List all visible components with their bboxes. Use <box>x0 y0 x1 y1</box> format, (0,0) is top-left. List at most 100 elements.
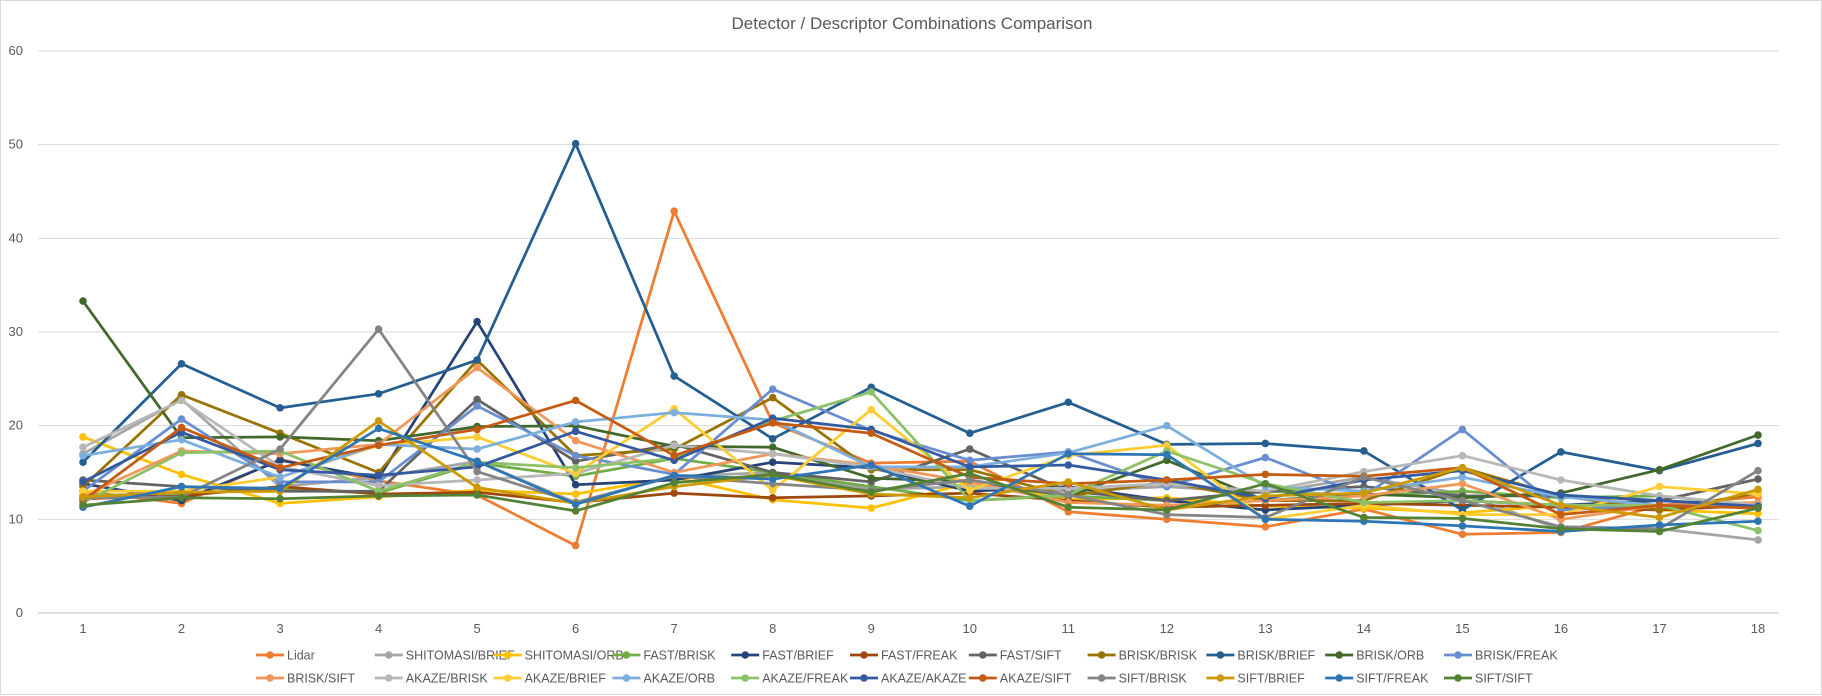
data-point <box>79 501 87 510</box>
data-point <box>768 458 777 466</box>
y-tick-label: 60 <box>9 43 23 58</box>
data-point <box>571 490 580 498</box>
data-point <box>1064 503 1073 511</box>
x-tick-label: 3 <box>276 621 283 636</box>
legend-label: BRISK/SIFT <box>287 672 355 686</box>
legend-item: FAST/FREAK <box>850 649 958 663</box>
data-point <box>768 385 777 393</box>
legend-item: FAST/BRIEF <box>731 649 834 663</box>
data-point <box>670 408 678 417</box>
series-group <box>79 396 1762 519</box>
data-point <box>177 435 186 444</box>
data-point <box>1458 522 1467 530</box>
legend-label: SIFT/SIFT <box>1475 672 1533 686</box>
data-point <box>276 473 284 481</box>
data-point <box>1458 514 1467 523</box>
data-point <box>867 461 876 469</box>
data-point <box>768 393 777 402</box>
x-tick-label: 10 <box>963 621 977 636</box>
legend-label: AKAZE/SIFT <box>1000 672 1072 686</box>
data-point <box>1655 465 1664 474</box>
data-point <box>1557 524 1565 533</box>
data-point <box>571 139 580 148</box>
data-point <box>965 486 974 495</box>
data-point <box>1064 449 1073 458</box>
legend-label: AKAZE/BRISK <box>406 672 489 686</box>
data-point <box>1754 466 1762 475</box>
data-point <box>1754 475 1762 483</box>
data-point <box>473 356 481 364</box>
data-point <box>670 441 678 450</box>
data-point <box>79 493 87 501</box>
data-point <box>473 363 481 372</box>
data-point <box>374 492 383 500</box>
data-point <box>1064 461 1073 469</box>
data-point <box>571 436 580 445</box>
data-point <box>79 487 87 496</box>
legend-swatch-marker <box>385 651 393 659</box>
legend-swatch-marker <box>503 674 512 682</box>
data-point <box>473 425 481 434</box>
legend-item: SHITOMASI/ORB <box>493 649 624 663</box>
legend-item: BRISK/BRISK <box>1087 649 1198 663</box>
data-point <box>670 207 678 215</box>
legend-item: BRISK/ORB <box>1325 649 1424 663</box>
legend-label: SIFT/BRIEF <box>1237 672 1305 686</box>
data-point <box>1754 536 1762 544</box>
data-point <box>177 390 186 399</box>
data-point <box>768 449 777 458</box>
x-tick-label: 1 <box>79 621 86 636</box>
data-point <box>276 464 284 472</box>
data-point <box>1163 421 1171 430</box>
data-point <box>276 484 284 493</box>
data-point <box>1163 506 1171 514</box>
data-point <box>374 417 383 425</box>
data-point <box>1754 509 1762 518</box>
legend-swatch-marker <box>622 651 631 659</box>
data-point <box>276 494 284 503</box>
legend-label: FAST/BRIEF <box>762 649 834 663</box>
legend-item: FAST/SIFT <box>968 649 1062 663</box>
data-point <box>1655 521 1664 529</box>
data-point <box>1458 425 1467 434</box>
data-point <box>374 441 383 450</box>
legend-item: AKAZE/SIFT <box>968 672 1072 686</box>
x-tick-label: 17 <box>1652 621 1666 636</box>
legend-swatch-marker <box>385 674 393 682</box>
series-line <box>81 399 1760 507</box>
legend-swatch-marker <box>266 674 274 682</box>
data-point <box>1655 501 1664 510</box>
data-point <box>1064 491 1073 499</box>
data-point <box>1064 478 1073 486</box>
data-point <box>867 429 876 437</box>
legend-swatch-marker <box>979 651 987 659</box>
x-tick-label: 2 <box>178 621 185 636</box>
data-point <box>571 451 580 460</box>
y-axis-ticks: 0 10 20 30 40 50 60 <box>9 43 23 620</box>
data-point <box>473 491 481 499</box>
data-point <box>1261 523 1270 531</box>
legend-item: Lidar <box>256 649 315 663</box>
data-point <box>670 489 678 497</box>
data-point <box>1458 479 1467 488</box>
data-point <box>1754 504 1762 512</box>
legend-label: FAST/SIFT <box>1000 649 1062 663</box>
series-line <box>81 390 1760 532</box>
data-point <box>1754 439 1762 448</box>
legend-label: BRISK/BRIEF <box>1237 649 1315 663</box>
data-point <box>177 360 186 368</box>
data-point <box>571 396 580 405</box>
data-point <box>867 474 876 482</box>
x-tick-label: 7 <box>671 621 678 636</box>
data-point <box>571 464 580 472</box>
legend-item: AKAZE/BRIEF <box>493 672 606 686</box>
data-point <box>79 433 87 441</box>
legend-swatch-marker <box>622 674 631 682</box>
legend-swatch-marker <box>741 674 749 682</box>
legend: Lidar SHITOMASI/BRIEF SHITOMASI/ORB FAST/BR… <box>256 649 1558 686</box>
series-line <box>81 366 1760 521</box>
data-point <box>79 478 87 486</box>
x-tick-label: 12 <box>1160 621 1174 636</box>
data-point <box>79 297 87 305</box>
x-tick-label: 15 <box>1455 621 1469 636</box>
